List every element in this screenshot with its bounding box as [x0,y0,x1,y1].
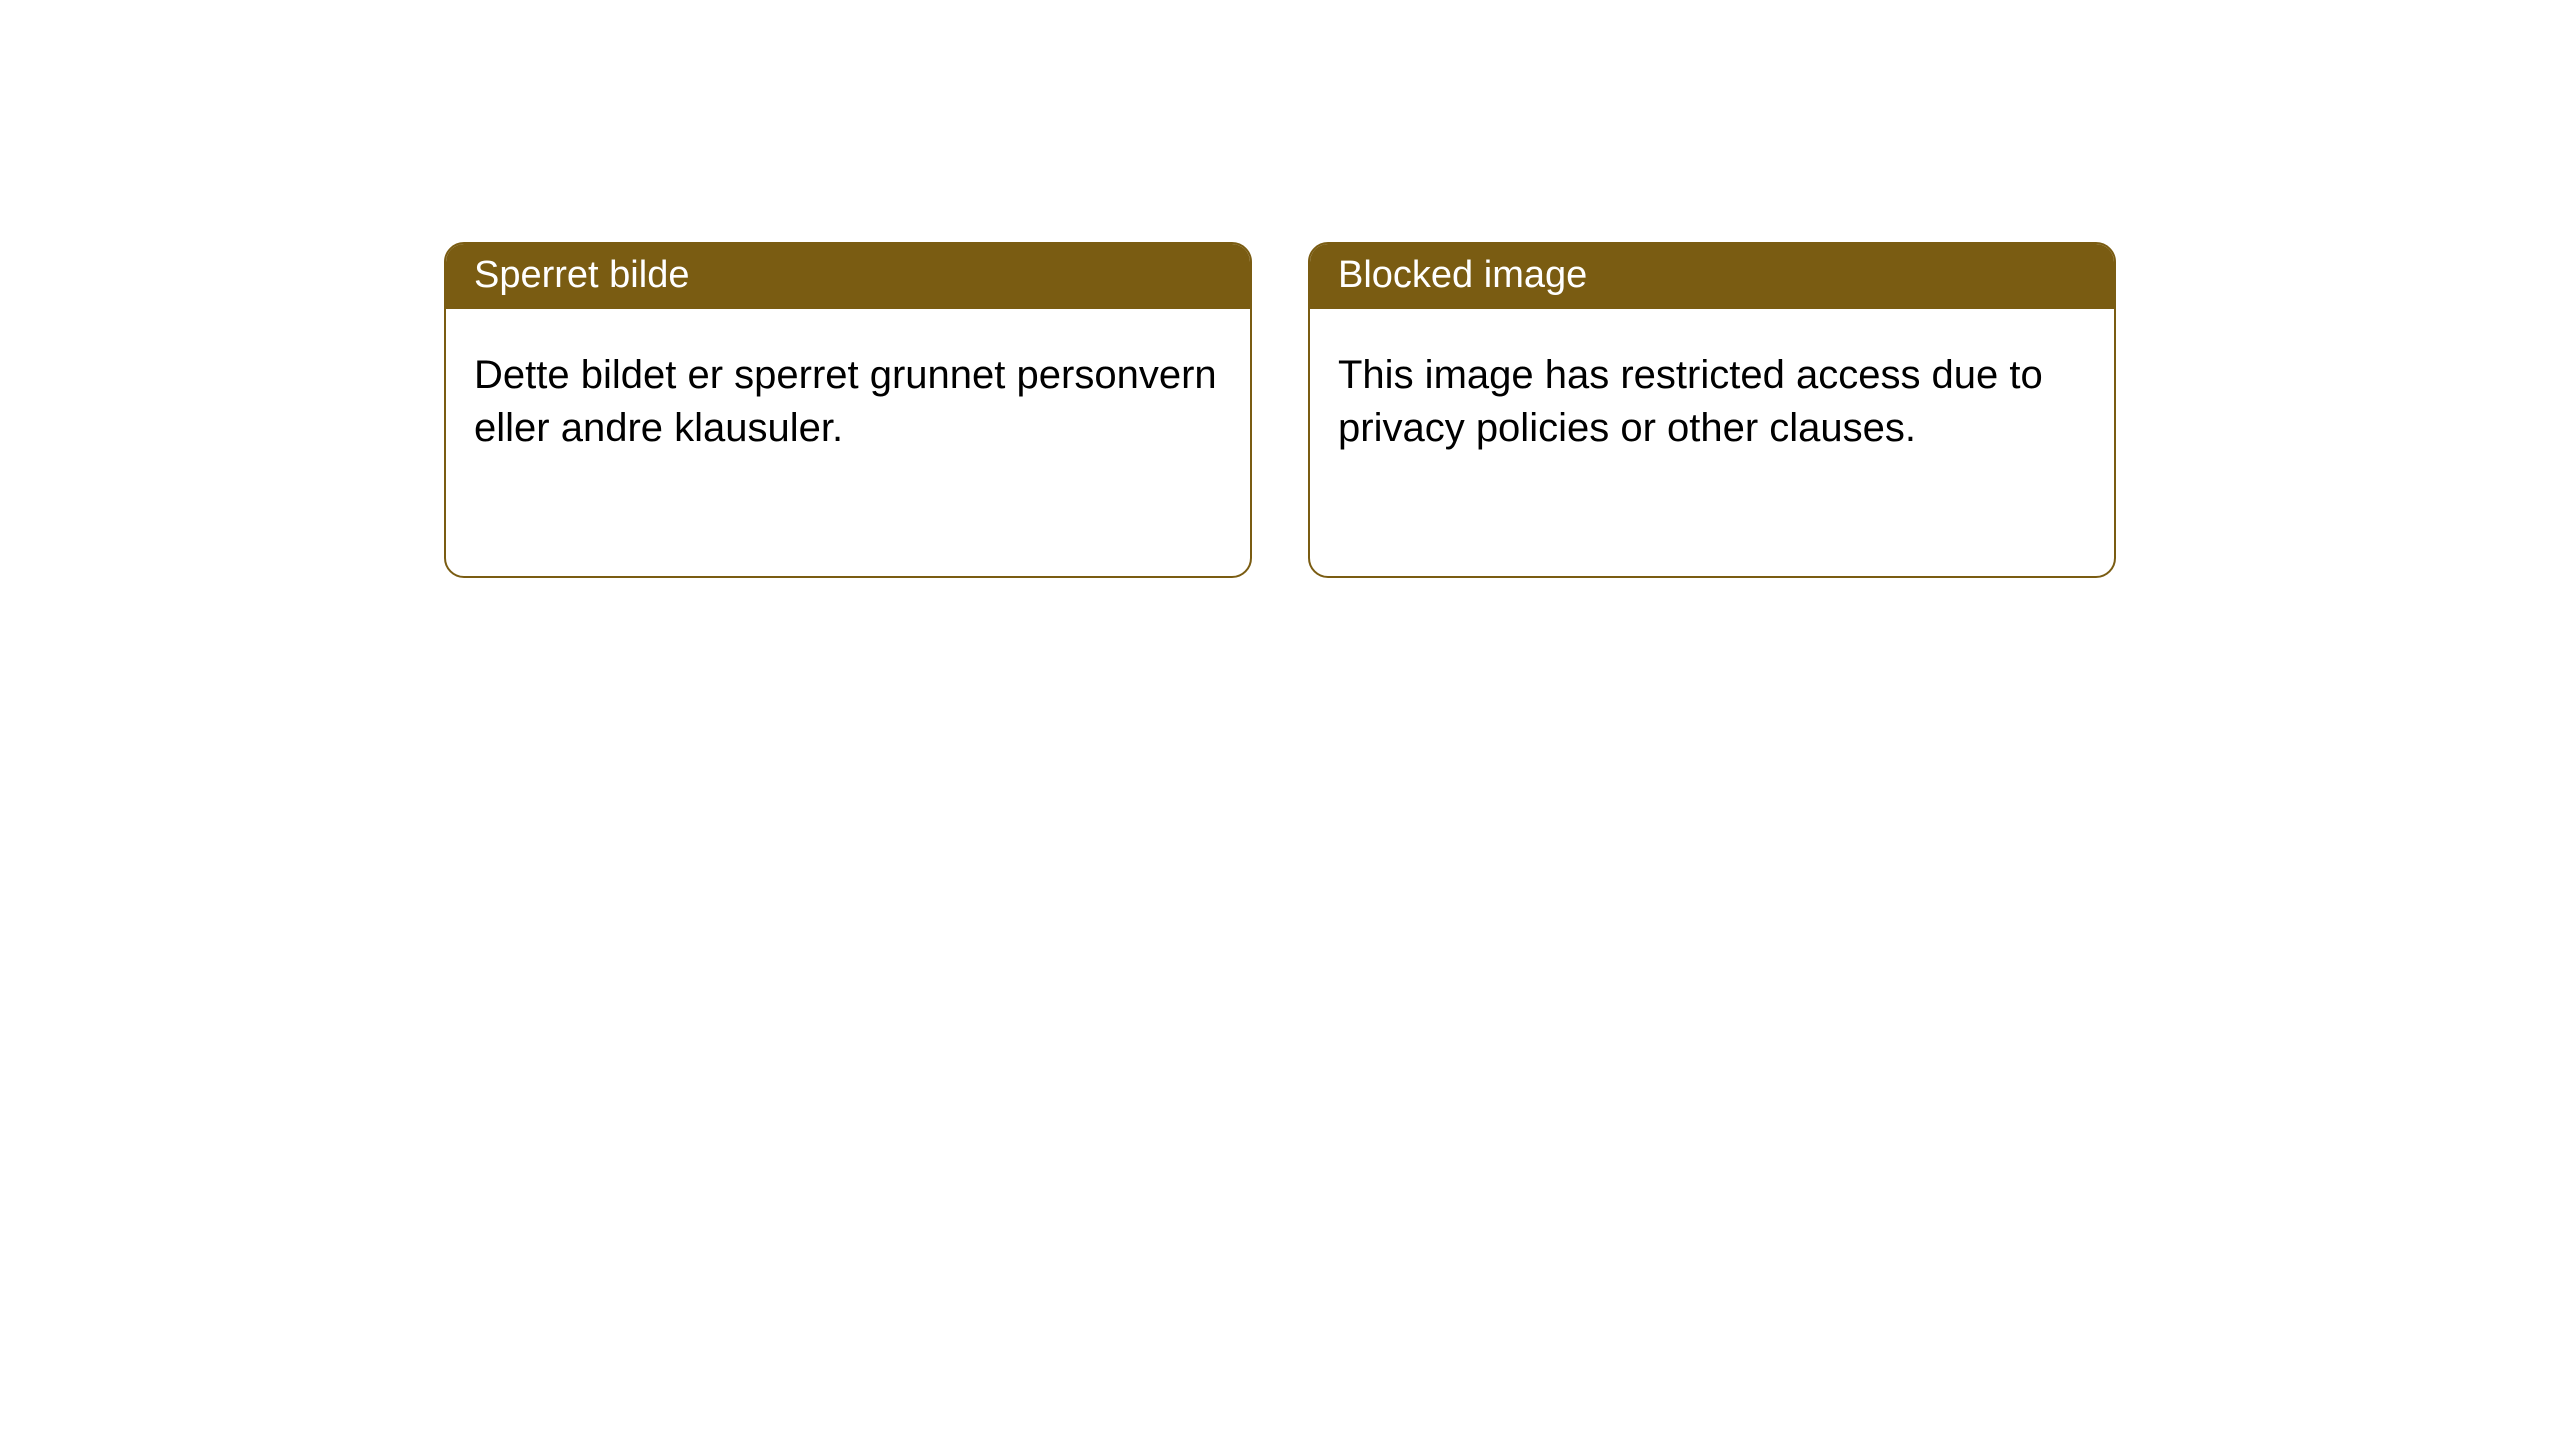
notice-card-english: Blocked image This image has restricted … [1308,242,2116,578]
notice-body: This image has restricted access due to … [1310,309,2114,483]
notice-card-norwegian: Sperret bilde Dette bildet er sperret gr… [444,242,1252,578]
notice-body: Dette bildet er sperret grunnet personve… [446,309,1250,483]
notice-container: Sperret bilde Dette bildet er sperret gr… [0,0,2560,578]
notice-title: Sperret bilde [446,244,1250,309]
notice-title: Blocked image [1310,244,2114,309]
